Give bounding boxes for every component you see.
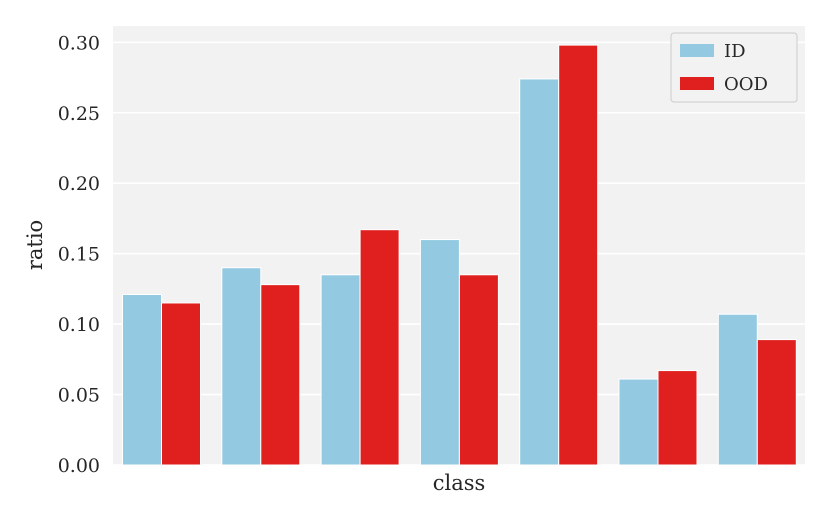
legend-swatch-ood [680,77,714,90]
bar-ood-6 [657,370,698,466]
y-tick-label: 0.20 [58,173,100,195]
y-tick-label: 0.30 [58,32,100,54]
legend-label-ood: OOD [724,74,768,95]
legend-label-id: ID [724,41,746,62]
legend: ID OOD [670,32,798,103]
bar-ood-7 [756,339,797,466]
bar-id-3 [320,274,361,466]
bars [122,44,797,466]
x-axis-title: class [433,471,486,495]
y-tick-label: 0.10 [58,314,100,336]
y-tick-label: 0.15 [58,244,100,266]
bar-ood-4 [458,274,499,466]
y-tick-label: 0.25 [58,103,100,125]
bar-ood-2 [260,284,301,466]
bar-id-4 [419,239,460,466]
legend-swatch-id [680,44,714,57]
bar-id-1 [122,294,162,466]
bar-ood-1 [161,302,201,466]
bar-ood-3 [359,229,400,466]
bar-id-2 [221,267,262,466]
y-axis-ticks: 0.00 0.05 0.10 0.15 0.20 0.25 0.30 [58,32,100,477]
y-axis-title: ratio [23,220,47,270]
y-tick-label: 0.00 [58,455,100,477]
bar-id-7 [717,313,758,466]
bar-id-5 [519,78,560,466]
bar-id-6 [618,378,659,466]
y-tick-label: 0.05 [58,385,100,407]
bar-ood-5 [558,44,599,466]
